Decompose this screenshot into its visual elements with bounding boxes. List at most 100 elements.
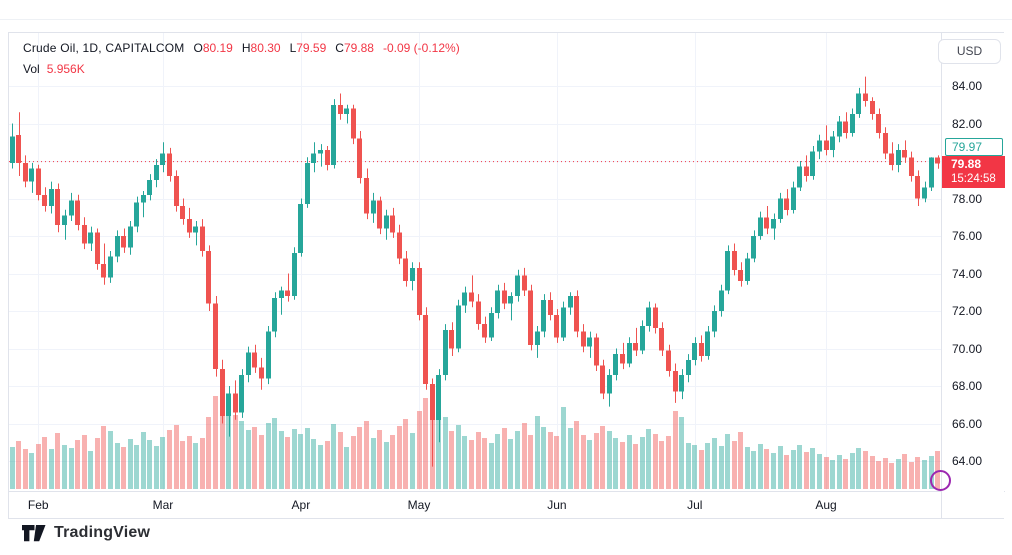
volume-bar	[791, 450, 796, 489]
candle-up	[535, 331, 540, 345]
volume-bar	[797, 445, 802, 489]
price-tick-label: 72.00	[952, 304, 983, 318]
volume-bar	[325, 441, 330, 489]
candle-down	[351, 108, 356, 139]
candle-up	[561, 307, 566, 338]
candle-up	[410, 267, 415, 281]
volume-bar	[902, 454, 907, 489]
candle-down	[476, 301, 481, 325]
price-tick-label: 84.00	[952, 79, 983, 93]
candle-down	[620, 354, 625, 364]
volume-bar	[42, 437, 47, 489]
volume-bar	[587, 440, 592, 489]
price-tick-label: 70.00	[952, 341, 983, 356]
volume-bar	[410, 433, 415, 489]
volume-bar	[561, 407, 566, 489]
candle-down	[121, 236, 126, 248]
candle-up	[128, 226, 133, 248]
candle-down	[259, 367, 264, 379]
volume-bar	[764, 449, 769, 489]
candle-up	[797, 166, 802, 188]
candle-down	[390, 215, 395, 233]
candle-up	[62, 215, 67, 225]
candle-up	[462, 292, 467, 306]
tradingview-logo[interactable]: TradingView	[22, 524, 150, 542]
candlestick-chart[interactable]	[9, 33, 941, 491]
candle-up	[456, 305, 461, 349]
candle-up	[154, 164, 159, 180]
volume-bar	[863, 451, 868, 489]
volume-bar	[311, 439, 316, 489]
volume-bar	[719, 446, 724, 489]
volume-bar	[128, 439, 133, 489]
volume-bar	[252, 427, 257, 489]
candle-up	[49, 189, 54, 206]
volume-bar	[449, 431, 454, 489]
candle-down	[75, 200, 80, 225]
candle-down	[870, 101, 875, 115]
candle-up	[751, 236, 756, 259]
volume-bar	[417, 411, 422, 489]
candle-up	[384, 215, 389, 229]
volume-bar	[23, 449, 28, 489]
volume-bar	[495, 434, 500, 489]
volume-bar	[384, 442, 389, 489]
volume-bar	[436, 405, 441, 489]
candle-down	[36, 168, 41, 195]
volume-bar	[870, 456, 875, 489]
candle-down	[95, 232, 100, 265]
volume-bar	[134, 445, 139, 489]
candle-up	[10, 136, 15, 163]
volume-bar	[49, 449, 54, 489]
symbol-title[interactable]: Crude Oil, 1D, CAPITALCOM	[23, 41, 185, 55]
volume-bar	[266, 423, 271, 489]
volume-bar	[633, 444, 638, 489]
candle-up	[515, 275, 520, 296]
candle-down	[889, 153, 894, 165]
candle-up	[292, 252, 297, 296]
candle-down	[824, 140, 829, 150]
price-tick-label: 78.00	[952, 191, 983, 206]
volume-bar	[909, 462, 914, 489]
candle-down	[666, 350, 671, 371]
volume-bar	[377, 430, 382, 489]
candle-up	[791, 187, 796, 210]
candle-up	[88, 232, 93, 244]
volume-bar	[810, 448, 815, 489]
volume-bar	[423, 398, 428, 489]
volume-bar	[338, 432, 343, 489]
price-line-label: 79.97	[945, 138, 1003, 156]
volume-bar	[751, 451, 756, 489]
volume-bar	[528, 435, 533, 489]
volume-bar	[646, 429, 651, 489]
candle-down	[403, 258, 408, 281]
volume-bar	[640, 437, 645, 489]
volume-bar	[554, 436, 559, 489]
time-axis-label: Jun	[547, 498, 567, 512]
volume-bar	[305, 428, 310, 489]
volume-bar	[10, 447, 15, 489]
candle-down	[909, 157, 914, 176]
volume-bar	[115, 443, 120, 489]
volume-bar	[180, 441, 185, 489]
candle-up	[745, 258, 750, 281]
volume-bar	[574, 421, 579, 489]
volume-bar	[147, 440, 152, 489]
volume-bar	[357, 427, 362, 489]
volume-bar	[233, 415, 238, 489]
candle-down	[423, 314, 428, 385]
volume-bar	[502, 428, 507, 489]
currency-toggle-button[interactable]: USD	[938, 39, 1001, 64]
volume-bar	[568, 428, 573, 489]
volume-label[interactable]: Vol	[23, 62, 40, 76]
candle-up	[568, 296, 573, 308]
volume-bar	[279, 431, 284, 489]
volume-bar	[16, 441, 21, 489]
price-axis[interactable]: 79.97 79.88 15:24:58 84.00 82.00 78.00 76.0…	[941, 33, 1005, 518]
volume-bar	[75, 440, 80, 489]
candle-up	[115, 236, 120, 257]
candle-up	[318, 149, 323, 154]
time-axis[interactable]: Feb Mar Apr May Jun Jul Aug	[9, 491, 941, 518]
volume-bar	[298, 434, 303, 489]
